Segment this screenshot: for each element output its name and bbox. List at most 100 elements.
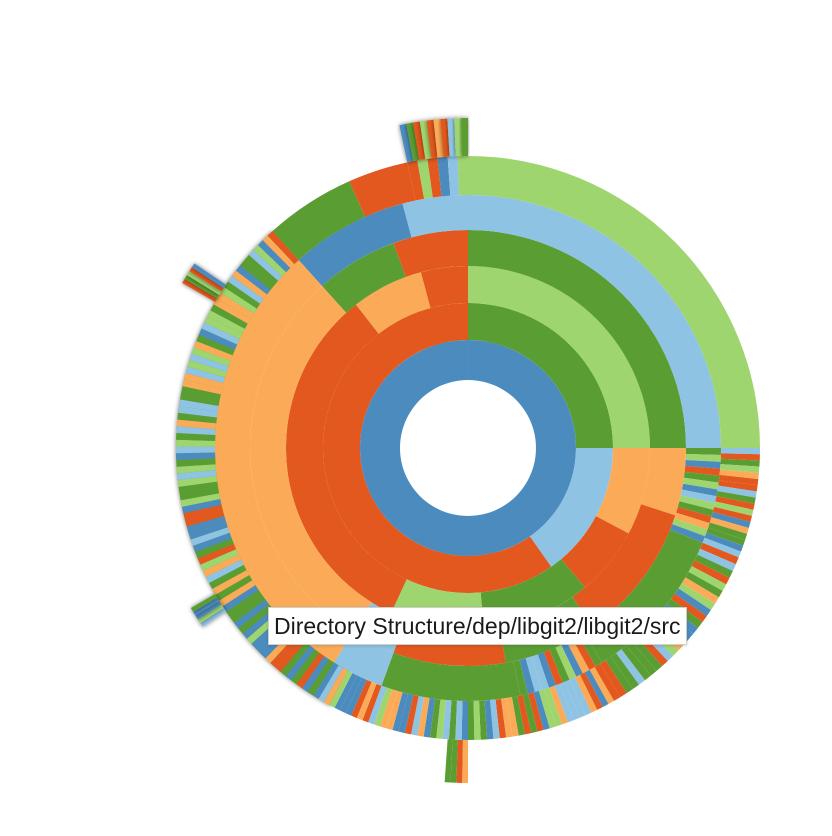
directory-segment[interactable] bbox=[420, 266, 468, 308]
file-segment[interactable] bbox=[198, 328, 238, 350]
file-segment[interactable] bbox=[519, 658, 535, 694]
file-segment[interactable] bbox=[217, 292, 254, 319]
file-segment[interactable] bbox=[436, 699, 446, 739]
file-segment[interactable] bbox=[177, 470, 217, 481]
file-segment[interactable] bbox=[670, 524, 706, 543]
file-segment[interactable] bbox=[672, 518, 708, 537]
file-segment[interactable] bbox=[616, 649, 645, 685]
file-segment[interactable] bbox=[339, 675, 362, 714]
file-segment[interactable] bbox=[313, 662, 339, 699]
file-segment[interactable] bbox=[448, 700, 457, 740]
file-segment[interactable] bbox=[715, 496, 755, 510]
file-segment[interactable] bbox=[574, 674, 598, 713]
file-segment[interactable] bbox=[584, 669, 609, 708]
file-segment[interactable] bbox=[222, 585, 259, 612]
file-segment[interactable] bbox=[564, 679, 586, 718]
file-segment[interactable] bbox=[411, 696, 425, 736]
file-segment[interactable] bbox=[419, 120, 432, 160]
directory-segment[interactable] bbox=[561, 516, 629, 588]
file-segment[interactable] bbox=[610, 653, 639, 689]
file-segment[interactable] bbox=[716, 490, 756, 504]
file-segment[interactable] bbox=[429, 698, 441, 739]
file-segment[interactable] bbox=[203, 554, 241, 577]
file-segment[interactable] bbox=[296, 652, 325, 689]
file-segment[interactable] bbox=[234, 599, 269, 629]
directory-segment[interactable] bbox=[355, 272, 431, 334]
file-segment[interactable] bbox=[427, 157, 442, 198]
directory-segment[interactable] bbox=[468, 230, 686, 448]
file-segment[interactable] bbox=[192, 532, 232, 553]
file-segment[interactable] bbox=[258, 240, 291, 273]
file-segment[interactable] bbox=[280, 641, 311, 677]
directory-segment[interactable] bbox=[286, 304, 407, 613]
directory-segment[interactable] bbox=[298, 203, 412, 286]
sunburst-rings[interactable] bbox=[175, 118, 760, 783]
file-segment[interactable] bbox=[193, 340, 233, 361]
file-segment[interactable] bbox=[559, 681, 580, 721]
file-segment[interactable] bbox=[238, 604, 273, 634]
file-segment[interactable] bbox=[566, 639, 590, 674]
file-segment[interactable] bbox=[688, 566, 727, 591]
file-segment[interactable] bbox=[447, 118, 456, 157]
file-segment[interactable] bbox=[399, 123, 414, 163]
file-segment[interactable] bbox=[275, 638, 306, 672]
directory-segment[interactable] bbox=[468, 303, 613, 448]
file-segment[interactable] bbox=[189, 353, 229, 372]
file-segment[interactable] bbox=[685, 571, 723, 598]
file-segment[interactable] bbox=[176, 432, 216, 441]
directory-segment[interactable] bbox=[272, 181, 366, 260]
file-segment[interactable] bbox=[711, 512, 751, 528]
file-segment[interactable] bbox=[455, 700, 463, 740]
file-segment[interactable] bbox=[456, 739, 463, 783]
file-segment[interactable] bbox=[720, 464, 760, 473]
file-segment[interactable] bbox=[544, 687, 562, 727]
file-segment[interactable] bbox=[193, 597, 220, 616]
file-segment[interactable] bbox=[329, 670, 353, 708]
file-segment[interactable] bbox=[226, 590, 262, 618]
file-segment[interactable] bbox=[709, 517, 749, 534]
file-segment[interactable] bbox=[318, 665, 344, 702]
file-segment[interactable] bbox=[461, 700, 468, 740]
directory-segment[interactable] bbox=[468, 195, 721, 448]
file-segment[interactable] bbox=[674, 588, 711, 617]
file-segment[interactable] bbox=[697, 548, 736, 572]
file-segment[interactable] bbox=[190, 527, 230, 546]
file-segment[interactable] bbox=[506, 697, 519, 737]
file-segment[interactable] bbox=[380, 689, 398, 729]
directory-segment[interactable] bbox=[214, 259, 353, 663]
directory-segment[interactable] bbox=[322, 243, 406, 313]
file-segment[interactable] bbox=[301, 656, 330, 692]
file-segment[interactable] bbox=[561, 642, 583, 677]
file-segment[interactable] bbox=[677, 501, 714, 517]
file-segment[interactable] bbox=[182, 379, 223, 395]
file-segment[interactable] bbox=[224, 281, 261, 309]
directory-segment[interactable] bbox=[468, 156, 760, 448]
file-segment[interactable] bbox=[678, 582, 716, 610]
file-segment[interactable] bbox=[554, 683, 574, 723]
file-segment[interactable] bbox=[720, 448, 760, 455]
file-segment[interactable] bbox=[351, 679, 372, 718]
file-segment[interactable] bbox=[450, 739, 458, 783]
file-segment[interactable] bbox=[176, 452, 216, 460]
file-segment[interactable] bbox=[212, 570, 250, 595]
file-segment[interactable] bbox=[244, 254, 279, 286]
directory-segment[interactable] bbox=[596, 448, 650, 534]
file-segment[interactable] bbox=[461, 118, 468, 157]
file-segment[interactable] bbox=[517, 695, 532, 735]
file-segment[interactable] bbox=[179, 399, 219, 412]
file-segment[interactable] bbox=[253, 245, 287, 277]
file-segment[interactable] bbox=[579, 672, 603, 710]
file-segment[interactable] bbox=[200, 607, 226, 627]
file-segment[interactable] bbox=[176, 419, 217, 430]
file-segment[interactable] bbox=[231, 270, 268, 300]
file-segment[interactable] bbox=[200, 549, 239, 571]
file-segment[interactable] bbox=[185, 510, 225, 527]
file-segment[interactable] bbox=[417, 697, 430, 737]
file-segment[interactable] bbox=[187, 360, 227, 378]
file-segment[interactable] bbox=[682, 577, 719, 604]
file-segment[interactable] bbox=[242, 608, 277, 639]
file-segment[interactable] bbox=[186, 271, 222, 295]
file-segment[interactable] bbox=[426, 119, 438, 159]
file-segment[interactable] bbox=[555, 645, 577, 680]
file-segment[interactable] bbox=[490, 699, 500, 739]
